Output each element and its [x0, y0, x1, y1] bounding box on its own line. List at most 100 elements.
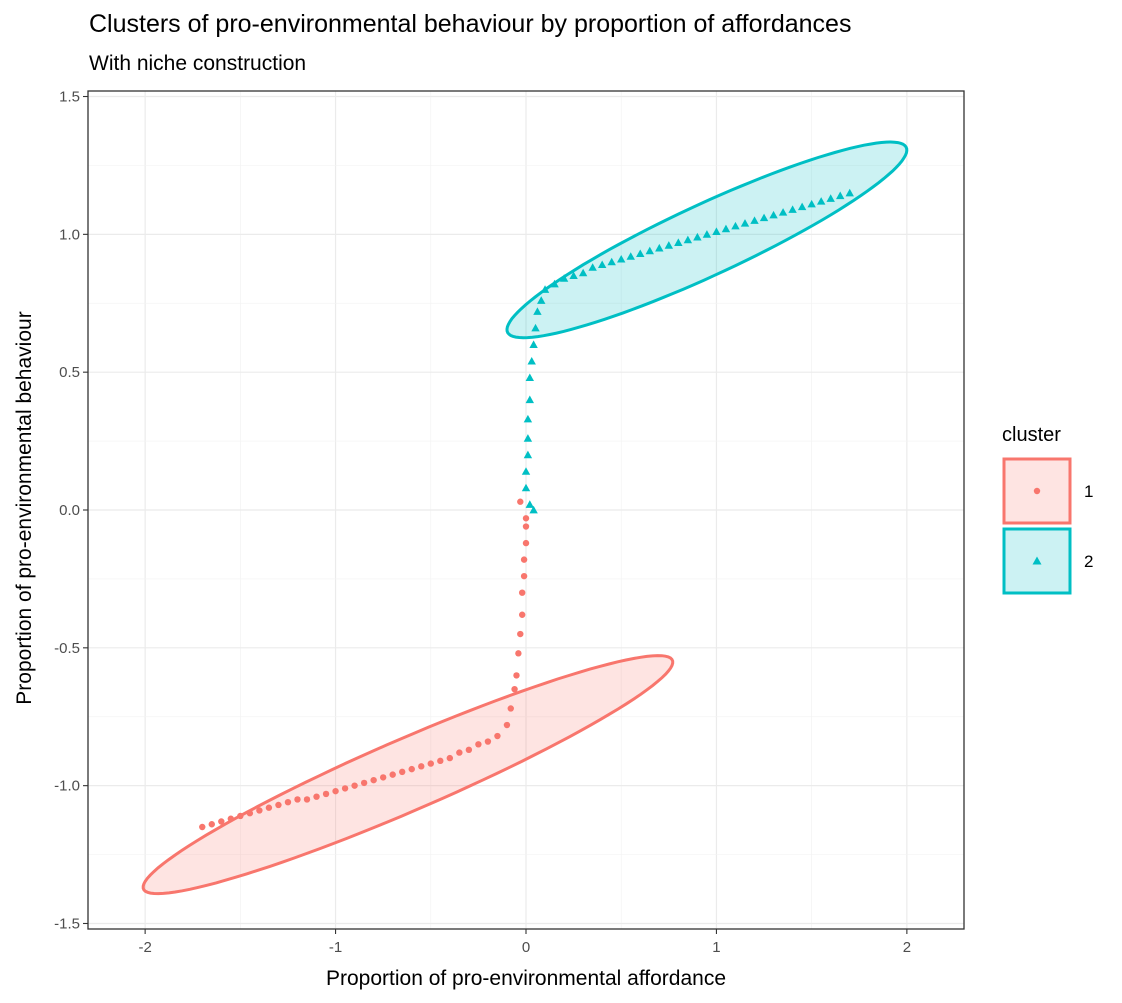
cluster-2-point [588, 263, 597, 271]
cluster-1-point [322, 790, 330, 798]
cluster-2-point [559, 274, 569, 282]
cluster-1-point [517, 498, 524, 505]
cluster-1-point [379, 774, 387, 781]
cluster-1-point [446, 754, 454, 762]
cluster-2-point [683, 235, 693, 244]
cluster-2-point [740, 219, 750, 227]
cluster-2-point [521, 467, 531, 475]
cluster-2-point [578, 268, 588, 277]
cluster-1-point [199, 823, 206, 831]
cluster-2-point [527, 356, 536, 365]
cluster-1-point [427, 760, 434, 767]
cluster-1-point [418, 763, 425, 770]
cluster-1-point [503, 721, 511, 729]
cluster-2-point [693, 232, 702, 241]
cluster-2-point [550, 279, 559, 288]
cluster-2-point [836, 191, 845, 200]
y-tick-label: 0.5 [59, 364, 80, 381]
y-tick-label: 1.0 [59, 226, 80, 243]
cluster-2-point [750, 216, 759, 224]
cluster-1-point [494, 732, 501, 740]
cluster-2-point [674, 238, 683, 246]
cluster-2-point [645, 246, 654, 255]
cluster-1-point [313, 793, 320, 800]
cluster-2-point [531, 323, 540, 332]
cluster-1-point [351, 782, 358, 789]
cluster-1-point [520, 556, 528, 563]
cluster-2-point [816, 197, 826, 205]
cluster-2-point [607, 257, 616, 266]
cluster-1-point [341, 785, 349, 792]
cluster-2-point [655, 243, 664, 252]
cluster-ellipse-2 [505, 140, 909, 340]
legend-title: cluster [1002, 424, 1061, 446]
cluster-1-point [507, 705, 514, 712]
cluster-2-point [778, 208, 788, 216]
cluster-2-point [788, 205, 797, 213]
cluster-1-point [360, 779, 368, 787]
x-tick-label: 2 [903, 939, 911, 956]
cluster-ellipses [141, 140, 909, 896]
cluster-2-point [529, 505, 538, 514]
y-tick-label: -1.5 [54, 915, 80, 932]
cluster-2-point [523, 434, 533, 442]
cluster-2-point [797, 202, 807, 211]
cluster-2-point [617, 254, 626, 263]
y-tick-label: 0.0 [59, 502, 80, 519]
cluster-1-point [511, 685, 518, 693]
cluster-2-point [525, 373, 535, 382]
cluster-2-point [529, 340, 538, 348]
cluster-1-point [265, 804, 273, 811]
y-tick-label: 1.5 [59, 89, 80, 106]
cluster-1-point [408, 765, 415, 773]
cluster-1-point [227, 815, 235, 822]
cluster-2-point [525, 395, 535, 404]
cluster-1-point [520, 572, 528, 580]
cluster-2-point [845, 188, 854, 197]
cluster-1-point [370, 776, 377, 784]
cluster-1-point [522, 515, 530, 522]
cluster-1-point [513, 672, 520, 679]
cluster-1-point [437, 757, 444, 765]
cluster-1-point [332, 787, 339, 795]
cluster-1-point [284, 798, 292, 806]
legend-marker-2 [1032, 556, 1042, 565]
cluster-2-point [826, 194, 835, 202]
cluster-ellipse-1 [141, 654, 675, 896]
cluster-1-point [256, 807, 263, 814]
chart-subtitle: With niche construction [89, 52, 307, 75]
cluster-2-point [525, 500, 535, 508]
cluster-2-point [759, 213, 769, 222]
cluster-1-point [246, 810, 254, 817]
legend-marker-1 [1033, 487, 1041, 495]
cluster-2-point [636, 249, 645, 257]
legend: cluster 1 2 [1002, 424, 1093, 595]
cluster-2-point [537, 296, 546, 304]
y-axis-title: Proportion of pro-environmental behaviou… [13, 311, 36, 704]
cluster-2-point [702, 230, 712, 238]
cluster-2-point [540, 285, 550, 293]
cluster-1-point [389, 771, 396, 778]
cluster-1-point [517, 630, 524, 638]
data-points [199, 188, 854, 831]
cluster-1-point [456, 749, 463, 756]
legend-label-1: 1 [1084, 482, 1093, 501]
cluster-1-point [518, 589, 526, 596]
cluster-1-point [475, 741, 482, 748]
cluster-1-point [522, 523, 530, 530]
x-tick-label: 1 [712, 939, 720, 956]
cluster-2-point [769, 210, 778, 219]
cluster-1-point [303, 796, 311, 803]
cluster-1-point [522, 539, 530, 547]
cluster-2-point [664, 241, 674, 249]
cluster-2-point [523, 414, 533, 423]
cluster-1-point [208, 821, 215, 828]
cluster-1-point [465, 746, 473, 754]
x-tick-label: -2 [138, 939, 151, 956]
cluster-2-point [533, 307, 542, 315]
x-axis: -2 -1 0 1 2 [138, 929, 911, 956]
x-tick-label: -1 [329, 939, 342, 956]
cluster-1-point [294, 796, 301, 803]
cluster-2-point [731, 221, 740, 230]
